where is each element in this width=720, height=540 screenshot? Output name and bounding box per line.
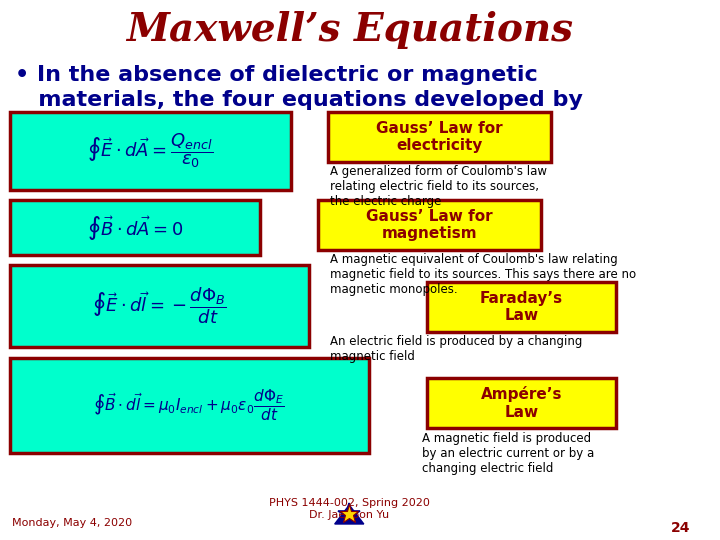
FancyBboxPatch shape bbox=[9, 358, 369, 453]
Text: Monday, May 4, 2020: Monday, May 4, 2020 bbox=[12, 518, 132, 528]
FancyBboxPatch shape bbox=[9, 112, 291, 190]
Text: Ampére’s
Law: Ampére’s Law bbox=[481, 386, 562, 420]
Text: 24: 24 bbox=[671, 521, 690, 535]
Text: A generalized form of Coulomb's law
relating electric field to its sources,
the : A generalized form of Coulomb's law rela… bbox=[330, 165, 547, 208]
Text: An electric field is produced by a changing
magnetic field: An electric field is produced by a chang… bbox=[330, 335, 582, 363]
Polygon shape bbox=[335, 505, 364, 524]
Text: $\oint \vec{B} \cdot d\vec{A} = 0$: $\oint \vec{B} \cdot d\vec{A} = 0$ bbox=[86, 213, 183, 241]
FancyBboxPatch shape bbox=[318, 200, 541, 250]
FancyBboxPatch shape bbox=[427, 378, 616, 428]
Text: A magnetic equivalent of Coulomb's law relating
magnetic field to its sources. T: A magnetic equivalent of Coulomb's law r… bbox=[330, 253, 636, 296]
Text: $\oint \vec{E} \cdot d\vec{l} = -\dfrac{d\Phi_B}{dt}$: $\oint \vec{E} \cdot d\vec{l} = -\dfrac{… bbox=[91, 286, 227, 326]
FancyBboxPatch shape bbox=[328, 112, 551, 162]
Text: $\oint \vec{B} \cdot d\vec{l} = \mu_0 I_{encl} + \mu_0\varepsilon_0 \dfrac{d\Phi: $\oint \vec{B} \cdot d\vec{l} = \mu_0 I_… bbox=[94, 388, 285, 423]
Text: Gauss’ Law for
electricity: Gauss’ Law for electricity bbox=[376, 121, 503, 153]
FancyBboxPatch shape bbox=[427, 282, 616, 332]
Text: • In the absence of dielectric or magnetic: • In the absence of dielectric or magnet… bbox=[14, 65, 537, 85]
FancyBboxPatch shape bbox=[9, 200, 260, 255]
FancyBboxPatch shape bbox=[9, 265, 308, 347]
Text: PHYS 1444-002, Spring 2020
Dr. Jaehoon Yu: PHYS 1444-002, Spring 2020 Dr. Jaehoon Y… bbox=[269, 498, 430, 520]
Text: Faraday’s
Law: Faraday’s Law bbox=[480, 291, 563, 323]
Text: A magnetic field is produced
by an electric current or by a
changing electric fi: A magnetic field is produced by an elect… bbox=[422, 432, 594, 475]
Text: Gauss’ Law for
magnetism: Gauss’ Law for magnetism bbox=[366, 209, 493, 241]
Text: materials, the four equations developed by: materials, the four equations developed … bbox=[14, 90, 582, 110]
Text: Maxwell’s Equations: Maxwell’s Equations bbox=[126, 11, 572, 49]
Text: $\oint \vec{E} \cdot d\vec{A} = \dfrac{Q_{encl}}{\varepsilon_0}$: $\oint \vec{E} \cdot d\vec{A} = \dfrac{Q… bbox=[87, 132, 213, 170]
